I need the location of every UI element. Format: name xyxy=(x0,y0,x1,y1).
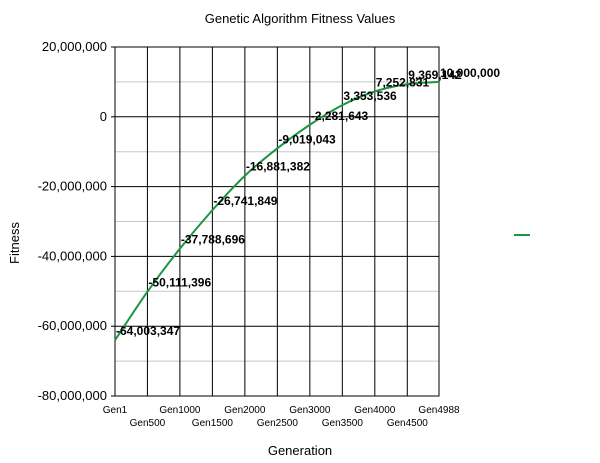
x-tick-label: Gen500 xyxy=(130,418,166,429)
x-tick-label: Gen4500 xyxy=(387,418,429,429)
data-labels: -64,003,347 -50,111,396 -37,788,696 -26,741… xyxy=(116,66,500,338)
y-axis-label: Fitness xyxy=(7,222,22,264)
x-tick-label: Gen1 xyxy=(103,405,128,416)
data-label: -2,281,643 xyxy=(311,109,369,123)
y-tick-label: 20,000,000 xyxy=(42,39,107,54)
x-tick-label: Gen3500 xyxy=(322,418,364,429)
fitness-series-line xyxy=(114,80,440,341)
y-tick-label: -40,000,000 xyxy=(38,248,107,263)
data-label: 9,369,142 xyxy=(408,68,462,82)
x-axis-label: Generation xyxy=(268,443,332,458)
data-label: -50,111,396 xyxy=(148,276,211,290)
data-label: 7,252,831 xyxy=(376,75,430,89)
y-axis-ticks: 20,000,000 0 -20,000,000 -40,000,000 -60,000… xyxy=(38,39,115,403)
data-label: 10,000,000 xyxy=(440,66,500,80)
data-label: -16,881,382 xyxy=(246,160,310,174)
y-tick-label: -60,000,000 xyxy=(38,318,107,333)
data-label: -26,741,849 xyxy=(213,194,277,208)
plot-frame xyxy=(114,46,440,397)
y-tick-label: 0 xyxy=(100,109,107,124)
y-tick-label: -20,000,000 xyxy=(38,179,107,194)
y-tick-label: -80,000,000 xyxy=(38,388,107,403)
x-tick-label: Gen2500 xyxy=(257,418,299,429)
data-label: -37,788,696 xyxy=(181,233,245,247)
data-label: -64,003,347 xyxy=(116,324,180,338)
x-tick-label: Gen1500 xyxy=(192,418,234,429)
x-tick-label: Gen2000 xyxy=(224,405,266,416)
chart-title: Genetic Algorithm Fitness Values xyxy=(205,11,396,26)
x-tick-label: Gen1000 xyxy=(159,405,201,416)
x-tick-label: Gen4000 xyxy=(354,405,396,416)
x-tick-label: Gen4988 xyxy=(418,405,460,416)
data-label: 3,353,536 xyxy=(343,89,397,103)
data-label: -9,019,043 xyxy=(278,132,336,146)
x-tick-label: Gen3000 xyxy=(289,405,331,416)
series-layer xyxy=(114,80,440,341)
